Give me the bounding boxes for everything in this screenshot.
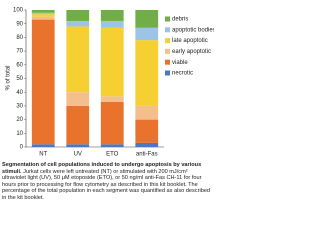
bar-segment xyxy=(66,20,90,27)
bar-segment xyxy=(100,96,124,102)
bar-segment xyxy=(100,144,124,147)
y-tick-label: 90 xyxy=(16,21,23,27)
caption: Segmentation of cell populations induced… xyxy=(2,162,212,218)
legend-label: viable xyxy=(172,60,188,66)
legend-swatch xyxy=(165,48,170,54)
x-tick-label: UV xyxy=(74,152,82,158)
y-tick-label: 30 xyxy=(16,103,23,109)
caption-text: Jurkat cells were left untreated (NT) or… xyxy=(2,168,211,201)
bar-segment xyxy=(135,27,159,41)
bar-segment xyxy=(100,101,124,145)
bar-segment xyxy=(135,10,159,28)
bar-segment xyxy=(31,16,55,20)
x-tick-label: NT xyxy=(39,152,47,158)
bar-segment xyxy=(31,10,55,13)
y-tick-label: 0 xyxy=(20,145,24,151)
legend-label: debris xyxy=(172,17,188,23)
bar-segment xyxy=(31,12,55,15)
y-tick-label: 60 xyxy=(16,62,23,68)
bar-segment xyxy=(66,10,90,21)
y-tick-label: 10 xyxy=(16,131,23,137)
y-tick-label: 70 xyxy=(16,49,23,55)
chart: % of total 0 10 20 30 40 50 60 70 80 90 100 NT UV ETO… xyxy=(6,8,214,158)
legend-swatch xyxy=(165,38,170,44)
caption-title: Segmentation of cell populations induced… xyxy=(2,162,202,175)
legend-label: necrotic xyxy=(172,71,193,77)
legend-label: late apoptotic xyxy=(172,38,208,44)
bar-segment xyxy=(66,92,90,106)
legend-swatch xyxy=(165,59,170,65)
bar-segment xyxy=(135,119,159,143)
legend-swatch xyxy=(165,27,170,33)
x-tick-label: anti-Fas xyxy=(136,152,158,158)
bar-segment xyxy=(66,105,90,145)
y-tick-label: 80 xyxy=(16,35,23,41)
bar-segment xyxy=(100,20,124,28)
y-tick-label: 40 xyxy=(16,90,23,96)
y-tick-label: 50 xyxy=(16,76,23,82)
legend-label: early apoptotic xyxy=(172,49,211,55)
legend-label: apoptotic bodies xyxy=(172,27,214,33)
bar-segment xyxy=(135,105,159,120)
legend-swatch xyxy=(165,70,170,76)
bar-segment xyxy=(31,14,55,17)
bar-segment xyxy=(135,40,159,106)
bar-segment xyxy=(135,142,159,147)
y-tick-label: 20 xyxy=(16,117,23,123)
bar-segment xyxy=(31,19,55,145)
bar-segment xyxy=(100,27,124,97)
bar-segment xyxy=(100,10,124,21)
bar-segment xyxy=(66,144,90,147)
y-axis-label: % of total xyxy=(6,65,12,90)
bar-segment xyxy=(66,26,90,93)
legend-swatch xyxy=(165,16,170,22)
y-tick-label: 100 xyxy=(13,8,24,14)
bar-segment xyxy=(31,144,55,147)
x-tick-label: ETO xyxy=(106,152,119,158)
